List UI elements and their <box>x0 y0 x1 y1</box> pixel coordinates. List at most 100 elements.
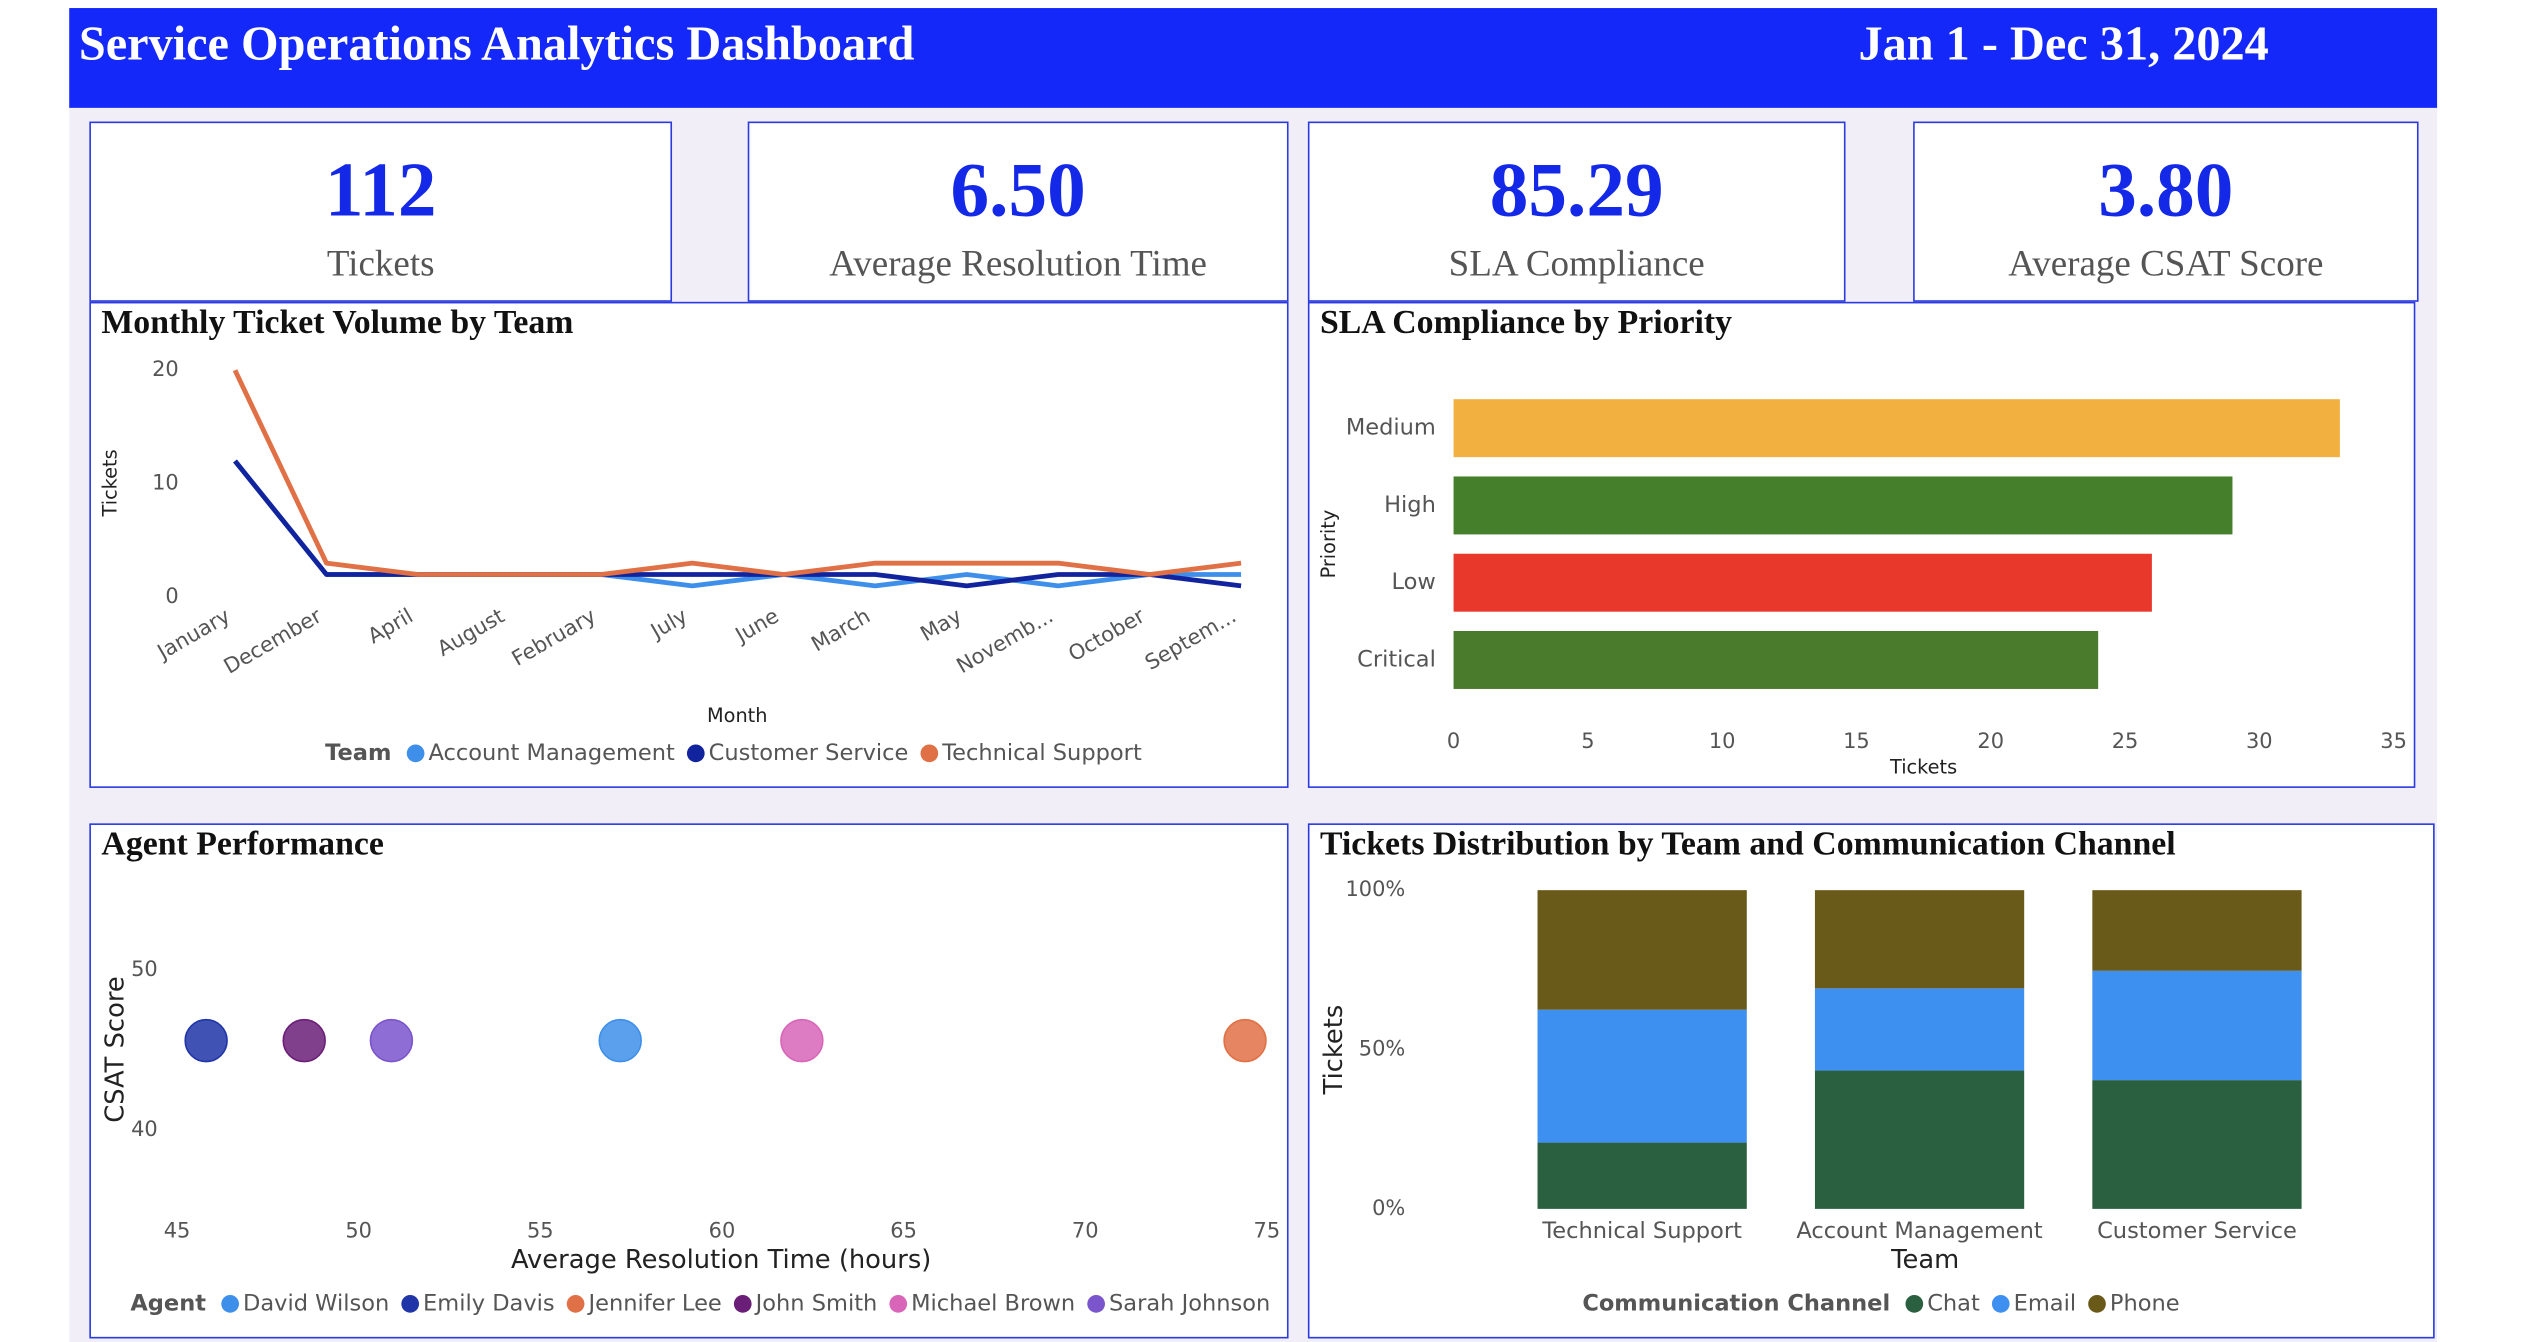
y-tick-label: 50 <box>131 957 158 981</box>
x-tick-label: 60 <box>709 1218 736 1242</box>
y-tick-label: 10 <box>152 471 179 495</box>
chart-panel <box>89 301 1289 788</box>
legend-label: Technical Support <box>941 740 1142 766</box>
bar-segment <box>2092 970 2302 1081</box>
legend-label: Customer Service <box>709 740 909 766</box>
legend-label: Emily Davis <box>423 1290 555 1316</box>
x-tick-label: 70 <box>1072 1218 1099 1242</box>
x-tick-label: 50 <box>345 1218 372 1242</box>
legend-marker <box>406 744 425 763</box>
legend-marker <box>1991 1294 2010 1313</box>
x-tick-label: Customer Service <box>2097 1218 2297 1244</box>
legend-marker <box>733 1294 752 1313</box>
bar-segment <box>1537 1142 1747 1209</box>
y-tick-label: 20 <box>152 357 179 381</box>
legend-label: Sarah Johnson <box>1109 1290 1270 1316</box>
chart-title: Tickets Distribution by Team and Communi… <box>1320 825 2176 862</box>
legend-marker <box>920 744 939 763</box>
legend-title: Communication Channel <box>1582 1290 1890 1316</box>
legend-marker <box>1087 1294 1105 1313</box>
kpi-label: Tickets <box>327 244 435 285</box>
bar-segment <box>1814 1070 2025 1209</box>
chart-panel <box>1307 301 2416 788</box>
x-axis-title: Month <box>707 704 767 727</box>
y-axis-title: Tickets <box>99 449 122 517</box>
bar-segment <box>1537 890 1747 1010</box>
x-tick-label: 5 <box>1581 729 1594 753</box>
y-tick-label: Medium <box>1346 415 1436 441</box>
legend-label: David Wilson <box>243 1290 389 1316</box>
kpi-value: 3.80 <box>2098 147 2233 233</box>
x-tick-label: 20 <box>1977 729 2004 753</box>
chart-title: Monthly Ticket Volume by Team <box>101 304 573 341</box>
header-bar <box>69 8 2438 108</box>
bar <box>1453 630 2099 689</box>
x-tick-label: 75 <box>1254 1218 1281 1242</box>
bar-segment <box>2092 1080 2302 1209</box>
kpi-value: 6.50 <box>951 147 1086 233</box>
bar-segment <box>1814 890 2025 989</box>
y-axis-title: Tickets <box>1319 1005 1349 1096</box>
kpi-label: Average Resolution Time <box>829 244 1207 285</box>
kpi-label: SLA Compliance <box>1449 244 1705 285</box>
legend-label: Chat <box>1927 1290 1980 1316</box>
legend-label: Phone <box>2110 1290 2180 1316</box>
legend-label: Account Management <box>428 740 675 766</box>
legend-label: John Smith <box>754 1290 878 1316</box>
header-title: Service Operations Analytics Dashboard <box>79 17 915 70</box>
x-tick-label: Technical Support <box>1541 1218 1742 1244</box>
x-axis-title: Average Resolution Time (hours) <box>511 1245 931 1275</box>
x-tick-label: 65 <box>890 1218 917 1242</box>
kpi-label: Average CSAT Score <box>2008 244 2323 285</box>
scatter-point <box>369 1018 414 1063</box>
bar <box>1453 553 2152 612</box>
kpi-card <box>1913 121 2419 302</box>
kpi-card <box>89 121 673 302</box>
legend-title: Team <box>325 740 391 766</box>
y-tick-label: 40 <box>131 1117 158 1141</box>
y-axis-title: Priority <box>1317 510 1340 579</box>
legend-marker <box>221 1294 239 1313</box>
x-tick-label: 45 <box>164 1218 191 1242</box>
legend-label: Michael Brown <box>911 1290 1075 1316</box>
y-tick-label: 100% <box>1345 877 1405 901</box>
y-tick-label: 50% <box>1359 1037 1405 1061</box>
legend-marker <box>566 1294 585 1313</box>
scatter-point <box>598 1018 642 1063</box>
kpi-value: 112 <box>325 147 437 233</box>
y-tick-label: High <box>1384 492 1436 518</box>
legend-marker <box>401 1294 420 1313</box>
chart-panel <box>89 823 1289 1339</box>
scatter-point <box>282 1018 326 1063</box>
bar-segment <box>1814 988 2025 1071</box>
legend-label: Email <box>2014 1290 2076 1316</box>
x-tick-label: 55 <box>527 1218 554 1242</box>
legend-marker <box>889 1294 908 1313</box>
header-date: Jan 1 - Dec 31, 2024 <box>1858 17 2268 70</box>
chart-title: Agent Performance <box>101 825 383 862</box>
bar <box>1453 476 2233 535</box>
y-tick-label: 0 <box>165 584 178 608</box>
x-tick-label: 10 <box>1709 729 1736 753</box>
kpi-card <box>747 121 1289 302</box>
y-tick-label: 0% <box>1372 1196 1405 1220</box>
kpi-card <box>1307 121 1846 302</box>
x-tick-label: 30 <box>2246 729 2273 753</box>
x-axis-title: Team <box>1890 1245 1959 1275</box>
x-tick-label: 15 <box>1843 729 1870 753</box>
scatter-point <box>1223 1018 1267 1063</box>
legend-marker <box>686 744 705 763</box>
legend-title: Agent <box>130 1290 206 1316</box>
x-tick-label: 35 <box>2380 729 2407 753</box>
bar-segment <box>2092 890 2302 971</box>
y-tick-label: Critical <box>1357 646 1436 672</box>
legend-marker <box>2088 1294 2106 1313</box>
x-axis-title: Tickets <box>1889 755 1957 778</box>
y-axis-title: CSAT Score <box>100 976 130 1122</box>
bar <box>1453 399 2340 458</box>
chart-title: SLA Compliance by Priority <box>1320 304 1732 341</box>
x-tick-label: Account Management <box>1796 1218 2043 1244</box>
scatter-point <box>184 1018 228 1063</box>
